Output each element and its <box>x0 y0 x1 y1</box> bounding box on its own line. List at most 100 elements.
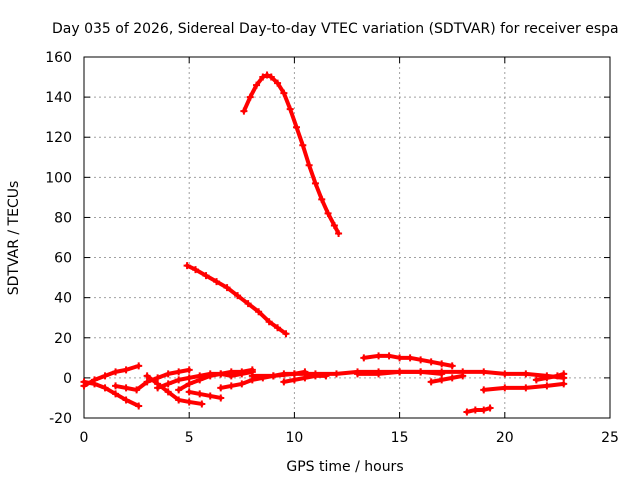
data-series-14 <box>354 368 568 382</box>
data-point <box>274 324 282 332</box>
y-tick-label: 100 <box>45 170 72 186</box>
data-point <box>322 372 330 380</box>
data-point <box>240 107 248 115</box>
data-series-16 <box>480 380 568 394</box>
x-axis-label: GPS time / hours <box>286 459 403 475</box>
y-tick-label: -20 <box>49 411 72 427</box>
data-point <box>406 354 414 362</box>
data-point <box>305 161 313 169</box>
data-point <box>101 384 109 392</box>
plot-frame <box>83 56 611 419</box>
y-tick-label: 0 <box>63 371 72 387</box>
data-point <box>185 398 193 406</box>
data-point <box>217 384 225 392</box>
data-point <box>217 394 225 402</box>
data-point <box>280 89 288 97</box>
data-point <box>253 81 261 89</box>
data-point <box>417 368 425 376</box>
data-point <box>324 209 332 217</box>
series-line <box>82 379 141 408</box>
x-tick-label: 10 <box>285 430 303 446</box>
data-point <box>175 396 183 404</box>
data-point <box>311 372 319 380</box>
y-tick-label: 80 <box>54 210 72 226</box>
x-tick-label: 15 <box>391 430 409 446</box>
chart-title: Day 035 of 2026, Sidereal Day-to-day VTE… <box>52 21 619 37</box>
data-point <box>448 362 456 370</box>
data-point <box>122 396 130 404</box>
data-point <box>501 384 509 392</box>
data-point <box>286 105 294 113</box>
data-point <box>164 370 172 378</box>
data-point <box>560 370 568 378</box>
data-series-15 <box>427 372 467 386</box>
data-point <box>175 368 183 376</box>
data-point <box>135 362 143 370</box>
data-point <box>354 370 362 378</box>
series-line <box>481 381 566 392</box>
series-line <box>464 405 493 414</box>
data-point <box>112 390 120 398</box>
data-point <box>560 380 568 388</box>
x-tick-label: 0 <box>80 430 89 446</box>
data-point <box>263 71 271 79</box>
y-tick-label: 160 <box>45 50 72 66</box>
data-point <box>255 308 263 316</box>
series-line <box>241 73 341 236</box>
data-point <box>360 354 368 362</box>
x-tick-label: 20 <box>496 430 514 446</box>
data-point <box>267 73 275 81</box>
data-point <box>154 384 162 392</box>
y-tick-label: 40 <box>54 291 72 307</box>
data-point <box>198 400 206 408</box>
data-series-9 <box>185 388 225 402</box>
data-series-17 <box>532 370 568 384</box>
data-point <box>438 360 446 368</box>
y-tick-label: 60 <box>54 251 72 267</box>
data-point <box>335 229 343 237</box>
y-axis-label: SDTVAR / TECUs <box>6 181 22 296</box>
data-point <box>185 374 193 382</box>
data-point <box>143 372 151 380</box>
data-point <box>164 388 172 396</box>
data-point <box>196 390 204 398</box>
data-point <box>91 380 99 388</box>
data-point <box>112 382 120 390</box>
data-point <box>480 368 488 376</box>
data-point <box>290 370 298 378</box>
data-series-2 <box>183 262 290 338</box>
x-tick-label: 25 <box>601 430 619 446</box>
data-point <box>175 376 183 384</box>
data-point <box>438 368 446 376</box>
data-point <box>385 352 393 360</box>
data-point <box>396 354 404 362</box>
data-point <box>122 384 130 392</box>
data-point <box>135 402 143 410</box>
data-point <box>175 386 183 394</box>
data-point <box>246 93 254 101</box>
data-point <box>269 372 277 380</box>
data-series-13 <box>360 352 456 370</box>
data-layer <box>80 71 568 416</box>
data-point <box>501 370 509 378</box>
data-point <box>532 376 540 384</box>
data-point <box>80 378 88 386</box>
data-point <box>244 300 252 308</box>
data-point <box>143 378 151 386</box>
y-tick-label: 140 <box>45 90 72 106</box>
data-point <box>101 372 109 380</box>
data-point <box>330 221 338 229</box>
data-point <box>463 408 471 416</box>
data-point <box>311 179 319 187</box>
data-point <box>185 388 193 396</box>
data-point <box>164 380 172 388</box>
y-tick-label: 120 <box>45 130 72 146</box>
series-line <box>155 367 255 390</box>
data-point <box>480 386 488 394</box>
data-point <box>553 372 561 380</box>
data-series-3 <box>80 362 143 390</box>
data-series-12 <box>280 372 330 386</box>
data-point <box>154 374 162 382</box>
data-point <box>206 392 214 400</box>
data-point <box>259 73 267 81</box>
